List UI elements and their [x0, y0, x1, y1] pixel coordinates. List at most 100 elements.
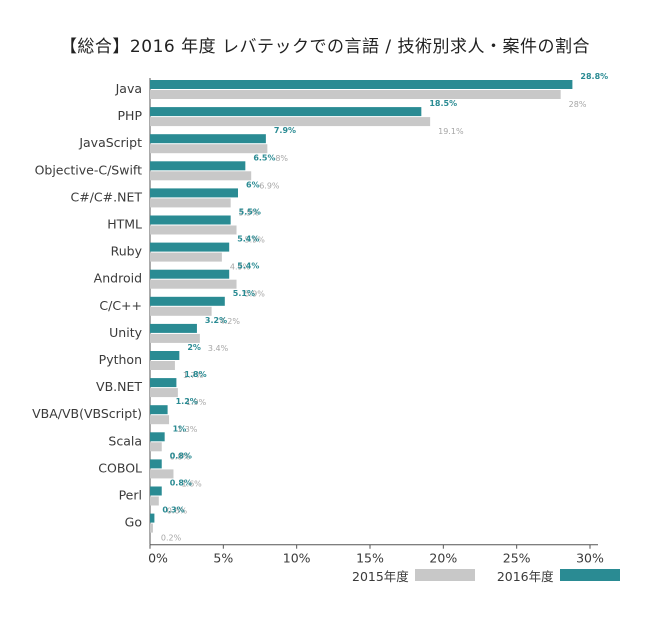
x-tick-label: 5% — [213, 551, 233, 566]
data-label-2016: 6% — [246, 180, 260, 189]
bar-2016 — [150, 351, 180, 360]
data-label-2015: 3.4% — [208, 344, 229, 353]
data-label-2016: 7.9% — [274, 126, 296, 135]
bar-2015 — [150, 144, 268, 154]
bar-2016 — [150, 269, 230, 279]
category-label: Android — [94, 271, 142, 286]
bar-2016 — [150, 242, 230, 252]
legend-swatch-2015 — [414, 569, 475, 581]
category-label: JavaScript — [78, 135, 142, 150]
category-label: Java — [115, 81, 142, 96]
data-label-2015: 5.9% — [245, 290, 266, 299]
data-label-2015: 0.2% — [161, 534, 182, 543]
legend: 2015年度 2016年度 — [352, 566, 620, 584]
bar-2015 — [150, 523, 153, 533]
category-label: Python — [99, 352, 142, 367]
category-label: Perl — [119, 488, 142, 503]
bar-2016 — [150, 405, 168, 415]
data-label-2015: 4.2% — [220, 317, 241, 326]
bar-2016 — [150, 323, 197, 333]
data-label-2016: 1.8% — [184, 370, 206, 379]
bar-2016 — [150, 378, 177, 388]
data-label-2015: 5.9% — [245, 236, 266, 245]
labels-layer: Java 28.8% 28% PHP 18.5% 19.1% JavaScript 7.9% 8… — [32, 72, 608, 543]
x-tick-label: 15% — [356, 551, 384, 566]
x-tick-label: 30% — [576, 551, 604, 566]
data-label-2016: 18.5% — [429, 99, 457, 108]
category-label: Unity — [109, 325, 142, 340]
bar-2015 — [150, 117, 431, 127]
bar-2016 — [150, 432, 165, 442]
bar-2015 — [150, 442, 162, 452]
category-label: Go — [125, 515, 142, 530]
data-label-2015: 4.9% — [230, 263, 251, 272]
x-tick-label: 10% — [283, 551, 311, 566]
category-label: PHP — [118, 108, 143, 123]
data-label-2016: 5.1% — [233, 289, 255, 298]
bar-2015 — [150, 198, 231, 208]
category-label: VB.NET — [96, 379, 142, 394]
chart-title: 【総合】2016 年度 レバテックでの言語 / 技術別求人・案件の割合 — [59, 37, 591, 57]
data-label-2015: 1.3% — [177, 425, 198, 434]
data-label-2015: 0.8% — [170, 452, 191, 461]
bar-2015 — [150, 333, 200, 343]
data-label-2016: 5.4% — [237, 235, 259, 244]
data-label-2016: 1.2% — [176, 397, 198, 406]
data-label-2015: 5.5% — [239, 208, 260, 217]
bar-2016 — [150, 459, 162, 469]
legend-label-2016: 2016年度 — [496, 568, 554, 584]
bar-2016 — [150, 296, 225, 306]
bar-2016 — [150, 188, 238, 198]
data-label-2016: 1% — [173, 424, 187, 433]
bar-2016 — [150, 161, 246, 171]
data-label-2016: 6.5% — [253, 153, 275, 162]
data-label-2015: 0.6% — [167, 507, 188, 516]
bar-2016 — [150, 80, 573, 89]
data-label-2016: 3.2% — [205, 316, 227, 325]
category-label: HTML — [107, 217, 142, 232]
bar-2015 — [150, 279, 237, 289]
x-tick-label: 25% — [503, 551, 531, 566]
bar-2015 — [150, 252, 222, 262]
category-label: Objective-C/Swift — [35, 162, 143, 177]
bar-2015 — [150, 225, 237, 235]
category-label: Ruby — [111, 244, 143, 259]
data-label-2015: 6.9% — [259, 181, 280, 190]
x-tick-label: 0% — [148, 551, 168, 566]
category-label: COBOL — [98, 460, 142, 475]
bar-2015 — [150, 415, 170, 425]
bar-2016 — [150, 107, 422, 117]
bar-2015 — [150, 306, 212, 316]
category-label: VBA/VB(VBScript) — [32, 406, 142, 421]
bar-2016 — [150, 486, 162, 496]
data-label-2015: 1.7% — [183, 371, 204, 380]
bar-2016 — [150, 513, 155, 523]
bar-2015 — [150, 361, 175, 370]
data-label-2015: 1.9% — [186, 398, 207, 407]
data-label-2015: 19.1% — [438, 127, 464, 136]
category-label: C#/C#.NET — [71, 189, 143, 204]
category-label: C/C++ — [99, 298, 142, 313]
bar-2015 — [150, 388, 178, 398]
data-label-2016: 28.8% — [580, 72, 608, 81]
data-label-2016: 5.4% — [237, 262, 259, 271]
bars-layer — [150, 80, 573, 533]
bar-2015 — [150, 171, 252, 181]
bar-2016 — [150, 134, 266, 144]
data-label-2016: 5.5% — [239, 208, 261, 217]
data-label-2016: 0.8% — [170, 451, 192, 460]
data-label-2016: 0.8% — [170, 479, 192, 488]
data-label-2015: 28% — [569, 100, 587, 109]
category-label: Scala — [108, 433, 142, 448]
bar-2016 — [150, 215, 231, 225]
bar-2015 — [150, 90, 561, 99]
legend-swatch-2016 — [559, 569, 620, 581]
data-label-2016: 0.3% — [162, 506, 184, 515]
legend-label-2015: 2015年度 — [352, 568, 409, 584]
bar-2015 — [150, 496, 159, 506]
data-label-2016: 2% — [187, 343, 201, 352]
x-tick-label: 20% — [429, 551, 457, 566]
data-label-2015: 8% — [275, 154, 288, 163]
data-label-2015: 1.6% — [181, 479, 202, 488]
